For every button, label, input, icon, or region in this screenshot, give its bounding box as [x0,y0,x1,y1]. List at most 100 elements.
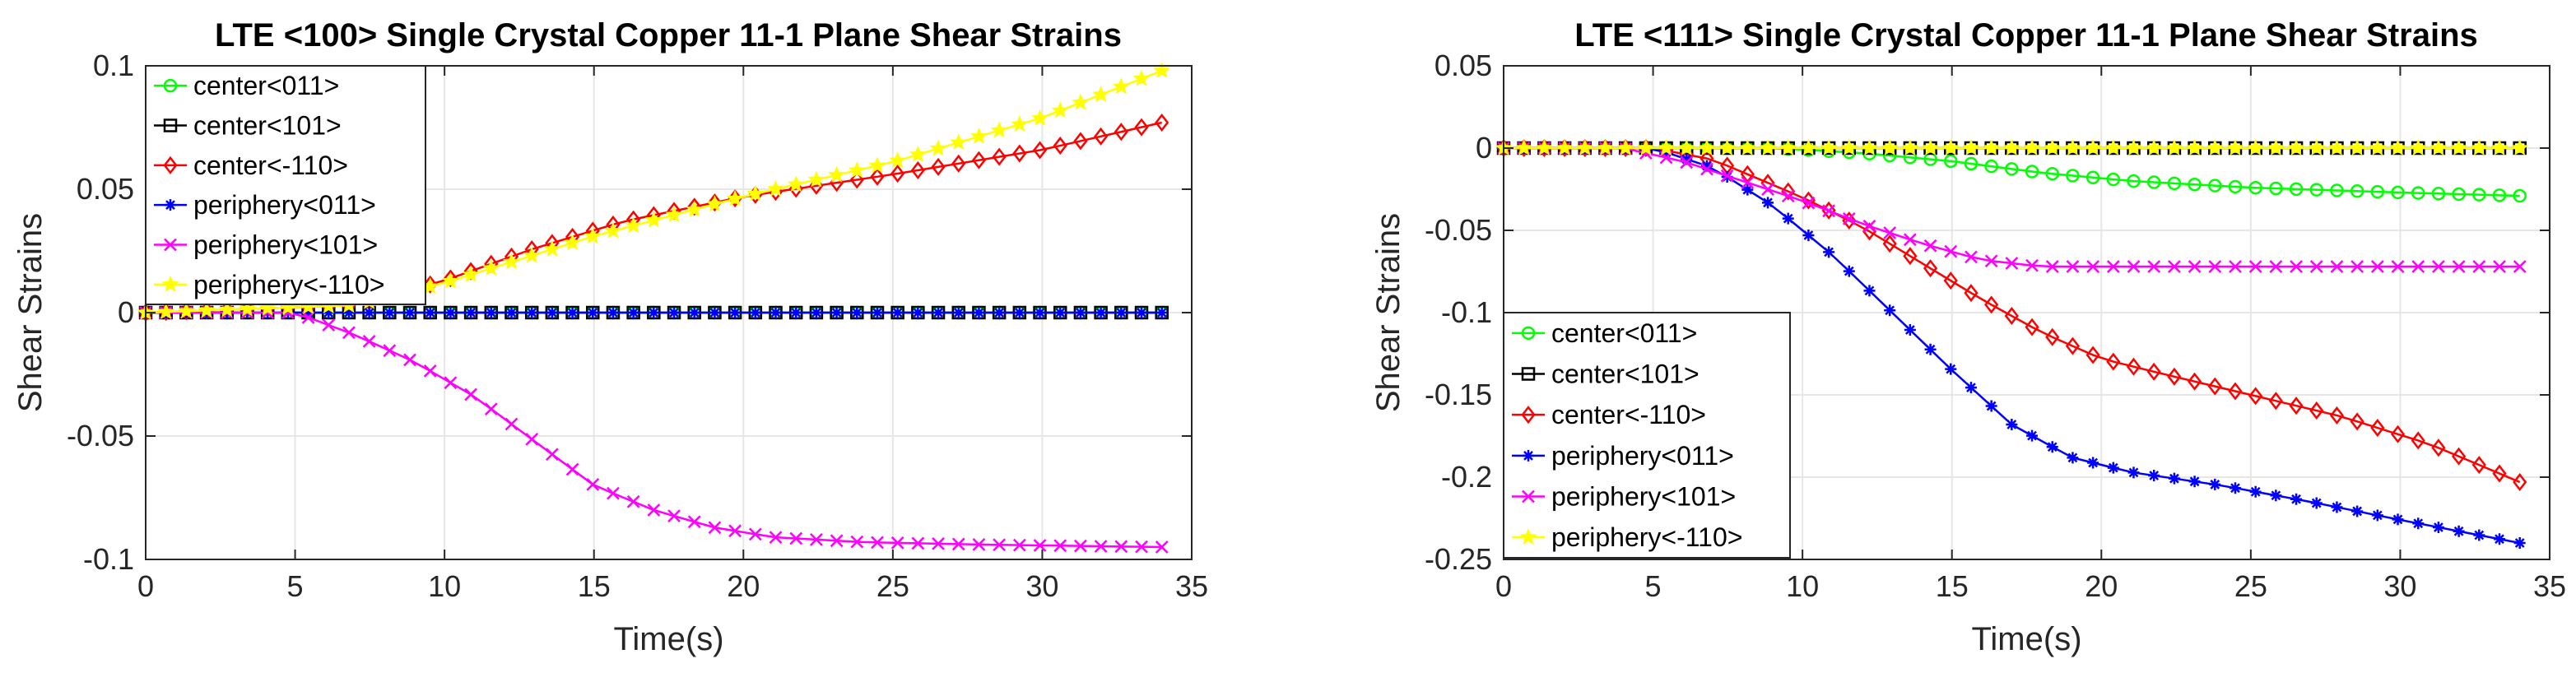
data-point [2229,260,2242,273]
data-point [1576,139,1594,155]
data-point [1782,212,1794,225]
data-point [1984,254,1998,268]
data-point [1012,144,1027,163]
y-tick-label: 0.05 [1434,49,1492,82]
data-point [1965,382,1977,394]
data-point [687,197,702,216]
data-point [807,170,825,188]
data-point [1904,324,1916,336]
data-point [1882,234,1897,253]
data-point [239,299,256,317]
data-point [2085,170,2100,184]
data-point [342,326,356,340]
data-point [2229,482,2241,494]
data-point [1153,62,1171,78]
data-point [870,167,885,186]
legend-item: center<101> [154,111,342,141]
data-point [2432,260,2445,273]
data-point [2046,441,2058,453]
data-point [1094,540,1108,553]
data-point [1555,139,1574,155]
chart-title: LTE <111> Single Crystal Copper 11-1 Pla… [1574,17,2478,53]
data-point [2391,260,2405,273]
data-point [2391,185,2405,200]
data-point [1155,113,1169,132]
data-point [2249,485,2262,498]
data-point [770,307,782,318]
data-point [2126,357,2141,376]
y-tick-label: 0.1 [93,49,134,82]
data-point [1820,139,1838,155]
data-point [2004,306,2019,326]
data-point [2370,260,2384,273]
series-periphery<-110> [137,62,1171,320]
data-point [404,307,416,318]
data-point [1637,139,1655,155]
data-point [2168,472,2180,485]
data-point [688,307,700,318]
data-point [2450,139,2468,155]
data-point [2226,139,2244,155]
data-point [1984,295,1999,314]
data-point [1677,139,1695,155]
data-point [2188,476,2201,488]
data-point [403,353,416,367]
data-point [2268,392,2283,411]
data-point [2329,406,2345,425]
data-point [1923,239,1937,253]
legend-box [1503,312,1791,559]
data-point [971,151,987,169]
data-point [790,307,802,318]
y-tick-label: 0 [1476,131,1492,165]
data-point [1741,183,1754,196]
data-point [2127,466,2140,479]
x-axis-label: Time(s) [1971,621,2081,657]
data-point [2248,260,2262,273]
data-point [2390,425,2406,443]
data-point [931,157,946,176]
legend-item: periphery<-110> [154,270,384,299]
data-point [952,307,965,318]
data-point [2493,533,2505,545]
data-point [810,307,822,318]
data-point [2351,505,2364,517]
data-point [729,307,742,318]
data-point [644,211,663,228]
data-point [932,307,945,318]
data-point [2492,464,2507,483]
data-point [2228,382,2243,401]
data-point [2331,501,2343,513]
data-point [2063,139,2081,155]
data-point [2269,260,2283,273]
data-point [973,307,985,318]
data-point [384,307,396,318]
y-tick-label: -0.15 [1425,378,1492,411]
legend-marker [1519,528,1537,545]
data-point [2330,260,2344,273]
data-point [667,509,681,523]
data-point [1944,154,1958,169]
data-point [1759,139,1777,155]
data-point [342,307,355,318]
series-periphery<011> [140,307,1168,318]
data-point [2412,517,2425,530]
data-point [2289,182,2304,197]
data-point [2146,362,2161,381]
data-point [2452,187,2466,202]
data-point [1114,123,1128,142]
data-point [2025,165,2039,179]
data-point [1031,109,1049,126]
legend-label: center<101> [1551,360,1700,389]
x-tick-label: 25 [2234,569,2267,603]
data-point [830,307,843,318]
y-tick-label: -0.05 [67,419,134,452]
data-point [909,145,927,162]
x-tick-label: 0 [137,569,154,603]
data-point [2005,257,2019,270]
data-point [1943,271,1958,290]
data-point [424,307,436,318]
data-point [198,301,216,318]
legend-item: periphery<011> [1512,441,1734,471]
data-point [543,239,561,257]
